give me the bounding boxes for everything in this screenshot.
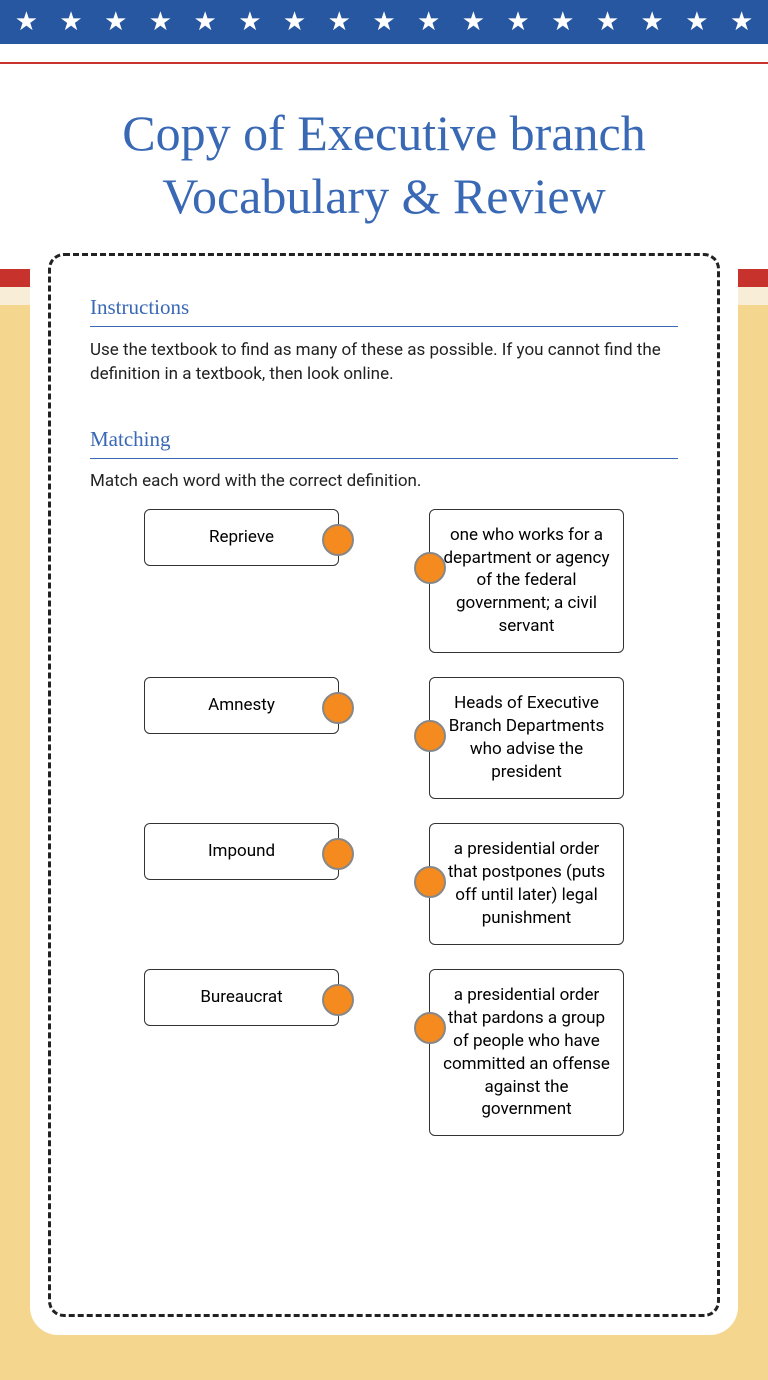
connector-dot[interactable] [414, 1012, 446, 1044]
page-title: Copy of Executive branch Vocabulary & Re… [30, 102, 738, 227]
definition-column: one who works for a department or agency… [429, 509, 624, 654]
definition-box[interactable]: a presidential order that postpones (put… [429, 823, 624, 945]
star-icon: ★ [551, 9, 574, 35]
match-row: Amnesty Heads of Executive Branch Departm… [90, 677, 678, 799]
connector-dot[interactable] [322, 692, 354, 724]
content-wrap: Instructions Use the textbook to find as… [0, 235, 768, 1335]
match-row: Reprieve one who works for a department o… [90, 509, 678, 654]
star-icon: ★ [685, 9, 708, 35]
term-box[interactable]: Reprieve [144, 509, 339, 566]
connector-dot[interactable] [322, 984, 354, 1016]
worksheet-card: Instructions Use the textbook to find as… [30, 235, 738, 1335]
star-icon: ★ [641, 9, 664, 35]
match-row: Impound a presidential order that postpon… [90, 823, 678, 945]
term-column: Bureaucrat [144, 969, 339, 1137]
definition-box[interactable]: Heads of Executive Branch Departments wh… [429, 677, 624, 799]
star-icon: ★ [596, 9, 619, 35]
definition-box[interactable]: one who works for a department or agency… [429, 509, 624, 654]
term-column: Reprieve [144, 509, 339, 654]
connector-dot[interactable] [322, 524, 354, 556]
star-icon: ★ [15, 9, 38, 35]
matching-section: Matching Match each word with the correc… [70, 427, 698, 1137]
star-icon: ★ [149, 9, 172, 35]
star-icon: ★ [59, 9, 82, 35]
star-icon: ★ [506, 9, 529, 35]
connector-dot[interactable] [414, 866, 446, 898]
star-icon: ★ [194, 9, 217, 35]
star-icon: ★ [417, 9, 440, 35]
connector-dot[interactable] [414, 552, 446, 584]
connector-dot[interactable] [414, 720, 446, 752]
connector-dot[interactable] [322, 838, 354, 870]
term-box[interactable]: Amnesty [144, 677, 339, 734]
white-spacer [0, 44, 768, 62]
instructions-text: Use the textbook to find as many of thes… [90, 339, 678, 387]
instructions-heading: Instructions [90, 295, 678, 327]
star-icon: ★ [372, 9, 395, 35]
star-icon: ★ [462, 9, 485, 35]
star-icon: ★ [238, 9, 261, 35]
definition-column: a presidential order that pardons a grou… [429, 969, 624, 1137]
term-box[interactable]: Impound [144, 823, 339, 880]
definition-column: a presidential order that postpones (put… [429, 823, 624, 945]
definition-column: Heads of Executive Branch Departments wh… [429, 677, 624, 799]
match-row: Bureaucrat a presidential order that pard… [90, 969, 678, 1137]
term-column: Impound [144, 823, 339, 945]
term-column: Amnesty [144, 677, 339, 799]
star-icon: ★ [730, 9, 753, 35]
instructions-section: Instructions Use the textbook to find as… [70, 295, 698, 387]
term-box[interactable]: Bureaucrat [144, 969, 339, 1026]
star-icon: ★ [328, 9, 351, 35]
star-icon: ★ [283, 9, 306, 35]
definition-box[interactable]: a presidential order that pardons a grou… [429, 969, 624, 1137]
matching-heading: Matching [90, 427, 678, 459]
star-banner: ★ ★ ★ ★ ★ ★ ★ ★ ★ ★ ★ ★ ★ ★ ★ ★ ★ [0, 0, 768, 44]
matching-intro: Match each word with the correct definit… [90, 471, 678, 491]
star-icon: ★ [104, 9, 127, 35]
